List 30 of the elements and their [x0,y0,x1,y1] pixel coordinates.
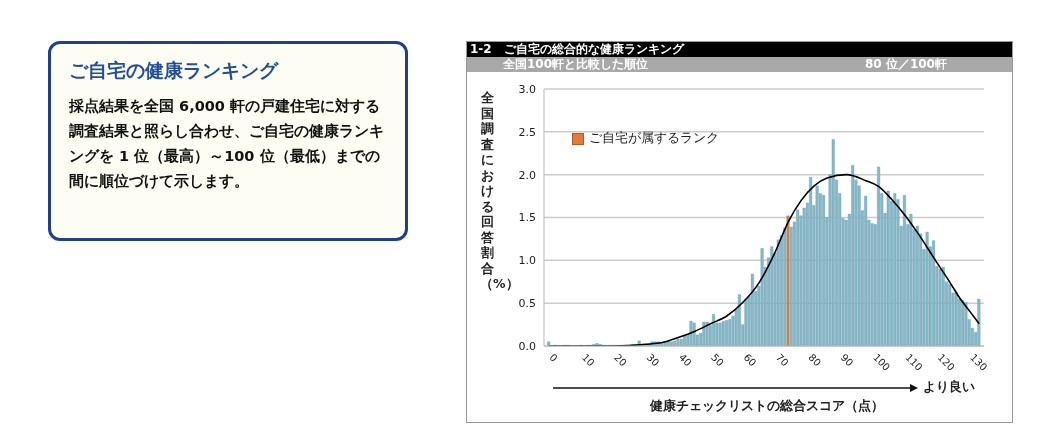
y-tick-label: 2.0 [518,168,536,182]
x-tick-label: 40 [676,351,694,369]
y-tick-label: 0.5 [518,297,536,311]
legend-label: ご自宅が属するランク [589,130,719,147]
x-tick-label: 120 [935,351,957,373]
y-tick-label: 3.0 [518,82,536,96]
text: 全国調査における回答割合（%） [480,90,519,291]
x-tick-label: 130 [968,351,990,373]
y-tick-label: 1.0 [518,254,536,268]
x-tick-label: 90 [838,351,856,369]
x-axis-title: 健康チェックリストの総合スコア（点） [648,398,885,415]
x-tick-label: 80 [806,351,824,369]
text: 80 位／100軒 [865,57,947,72]
chart-title: 1-2 ご自宅の総合的な健康ランキング [467,42,1012,57]
x-tick-label: 70 [773,351,791,369]
x-tick-label: 30 [644,351,662,369]
y-tick-label: 2.5 [518,125,536,139]
y-tick-label: 1.5 [518,211,536,225]
x-tick-label: 20 [612,351,629,369]
x-tick-label: 100 [870,351,893,373]
x-tick-label: 0 [547,351,560,364]
x-tick-label: 10 [579,351,597,369]
text: 採点結果を全国 6,000 軒の戸建住宅に対する調査結果と照らし合わせ、ご自宅の健康ランキングを 1 位（最高）～100 位（最低）までの間に順位づけて示します。 [69,97,385,191]
y-tick-label: 0.0 [518,339,536,353]
text: ご自宅の健康ランキング [69,58,280,83]
chart-subtitle: 全国100軒と比較した順位 [503,57,649,71]
text: より良い [923,379,975,396]
x-tick-label: 110 [903,351,925,373]
x-tick-label: 60 [741,351,759,369]
x-tick-label: 50 [709,351,726,369]
